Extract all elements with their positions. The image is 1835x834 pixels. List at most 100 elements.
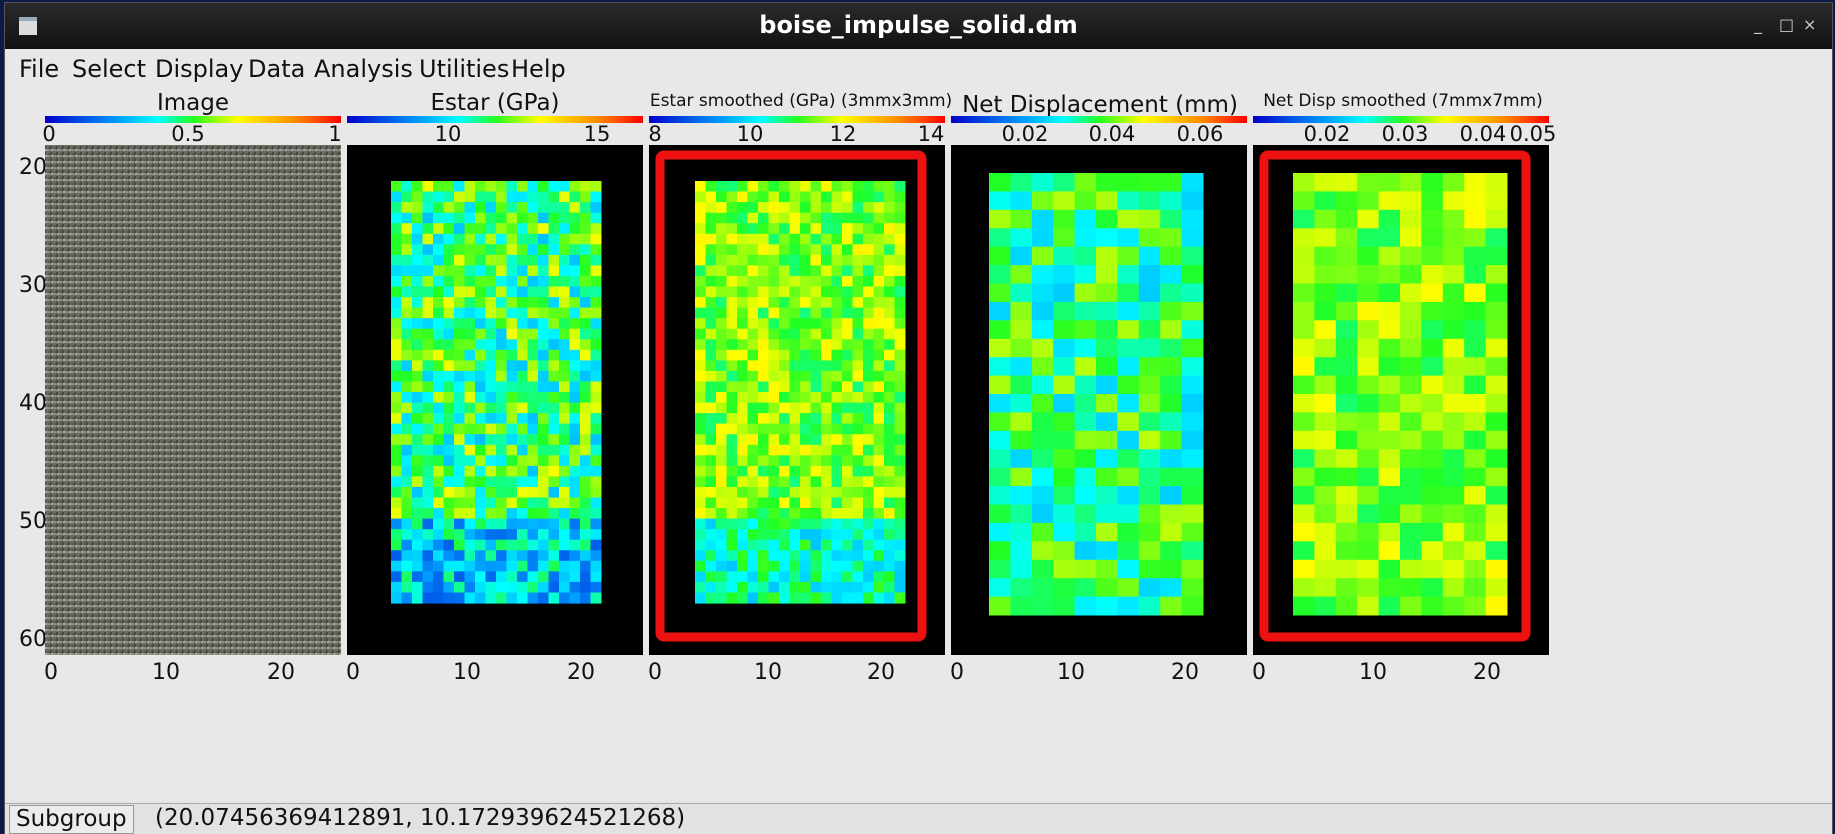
heatmap-cell	[464, 465, 476, 477]
heatmap-cell	[831, 191, 843, 203]
heatmap-cell	[831, 265, 843, 277]
heatmap-cell	[506, 328, 518, 340]
heatmap-cell	[1421, 559, 1444, 579]
heatmap-cell	[1357, 265, 1380, 284]
heatmap-cell	[726, 286, 738, 298]
heatmap-cell	[454, 497, 465, 509]
heatmap-cell	[580, 265, 591, 277]
heatmap-cell	[527, 328, 539, 340]
heatmap-cell	[496, 233, 507, 245]
heatmap-cell	[768, 254, 780, 266]
colorbar-tick: 0.04	[1460, 122, 1507, 146]
heatmap-cell	[580, 423, 591, 435]
menu-display[interactable]: Display	[155, 55, 244, 83]
heatmap-cell	[695, 434, 706, 446]
window-menu-icon[interactable]	[19, 17, 37, 35]
heatmap-cell	[517, 370, 528, 382]
heatmap-cell	[842, 423, 853, 435]
menu-select[interactable]: Select	[72, 55, 147, 83]
heatmap-cell	[1074, 357, 1097, 377]
heatmap-cell	[800, 476, 811, 488]
heatmap-cell	[1293, 320, 1315, 340]
heatmap-cell	[695, 444, 706, 456]
heatmap-cell	[391, 571, 402, 583]
maximize-icon[interactable]: □	[1779, 15, 1795, 34]
close-icon[interactable]: ×	[1803, 15, 1817, 34]
heatmap-cell	[1181, 430, 1204, 450]
heatmap-cell	[873, 581, 885, 593]
heatmap-cell	[1293, 357, 1315, 377]
heatmap-cell	[810, 212, 822, 224]
heatmap-cell	[789, 423, 801, 435]
heatmap-cell	[789, 381, 801, 393]
heatmap-cell	[1074, 191, 1097, 211]
heatmap-cell	[527, 529, 539, 541]
heatmap-cell	[810, 328, 822, 340]
heatmap-cell	[580, 244, 591, 256]
heatmap-cell	[747, 286, 759, 298]
heatmap-cell	[758, 487, 769, 499]
menu-file[interactable]: File	[19, 55, 60, 83]
heatmap-cell	[1010, 246, 1033, 266]
heatmap-cell	[768, 560, 780, 572]
y-tick-30: 30	[19, 273, 47, 298]
heatmap-cell	[779, 476, 790, 488]
heatmap-cell	[884, 455, 895, 467]
heatmap-cell	[831, 476, 843, 488]
heatmap-cell	[789, 212, 801, 224]
menu-data[interactable]: Data	[248, 55, 306, 83]
minimize-icon[interactable]: _	[1754, 15, 1762, 34]
heatmap-cell	[401, 233, 413, 245]
heatmap-cell	[989, 412, 1011, 432]
heatmap-cell	[496, 455, 507, 467]
heatmap-cell	[580, 370, 591, 382]
heatmap-cell	[1442, 467, 1465, 487]
heatmap-cell	[1335, 467, 1358, 487]
heatmap-cell	[1485, 338, 1508, 358]
heatmap-cell	[800, 487, 811, 499]
heatmap-cell	[433, 212, 444, 224]
heatmap-cell	[454, 233, 465, 245]
heatmap-cell	[768, 349, 780, 361]
heatmap-cell	[768, 339, 780, 351]
heatmap-cell	[779, 265, 790, 277]
heatmap-cell	[705, 413, 717, 425]
heatmap-cell	[485, 212, 497, 224]
heatmap-cell	[1464, 228, 1487, 248]
heatmap-cell	[485, 307, 497, 319]
menu-analysis[interactable]: Analysis	[314, 55, 413, 83]
heatmap-cell	[863, 202, 874, 214]
heatmap-cell	[789, 275, 801, 287]
heatmap-cell	[1074, 430, 1097, 450]
heatmap-cell	[1442, 228, 1465, 248]
menu-utilities[interactable]: Utilities	[419, 55, 510, 83]
heatmap-cell	[569, 529, 581, 541]
heatmap-cell	[789, 191, 801, 203]
heatmap-cell	[989, 357, 1011, 377]
heatmap-cell	[695, 360, 706, 372]
heatmap-cell	[873, 339, 885, 351]
heatmap-cell	[800, 571, 811, 583]
heatmap-cell	[538, 275, 549, 287]
heatmap-cell	[831, 465, 843, 477]
heatmap-cell	[726, 413, 738, 425]
heatmap-cell	[496, 307, 507, 319]
heatmap-cell	[1442, 412, 1465, 432]
heatmap-cell	[485, 349, 497, 361]
heatmap-cell	[559, 476, 570, 488]
heatmap-cell	[422, 307, 434, 319]
heatmap-cell	[590, 328, 602, 340]
heatmap-cell	[433, 465, 444, 477]
heatmap-cell	[747, 202, 759, 214]
heatmap-cell	[580, 413, 591, 425]
heatmap-cell	[590, 254, 602, 266]
menu-help[interactable]: Help	[511, 55, 566, 83]
heatmap-cell	[475, 476, 486, 488]
heatmap-cell	[779, 370, 790, 382]
heatmap-cell	[401, 487, 413, 499]
plot-canvas[interactable]: 20 30 40 50 60 Image 0 0.5 1 0 10 20 Est…	[5, 89, 1832, 801]
heatmap-cell	[496, 254, 507, 266]
heatmap-cell	[1293, 504, 1315, 524]
heatmap-cell	[538, 244, 549, 256]
heatmap-cell	[538, 487, 549, 499]
